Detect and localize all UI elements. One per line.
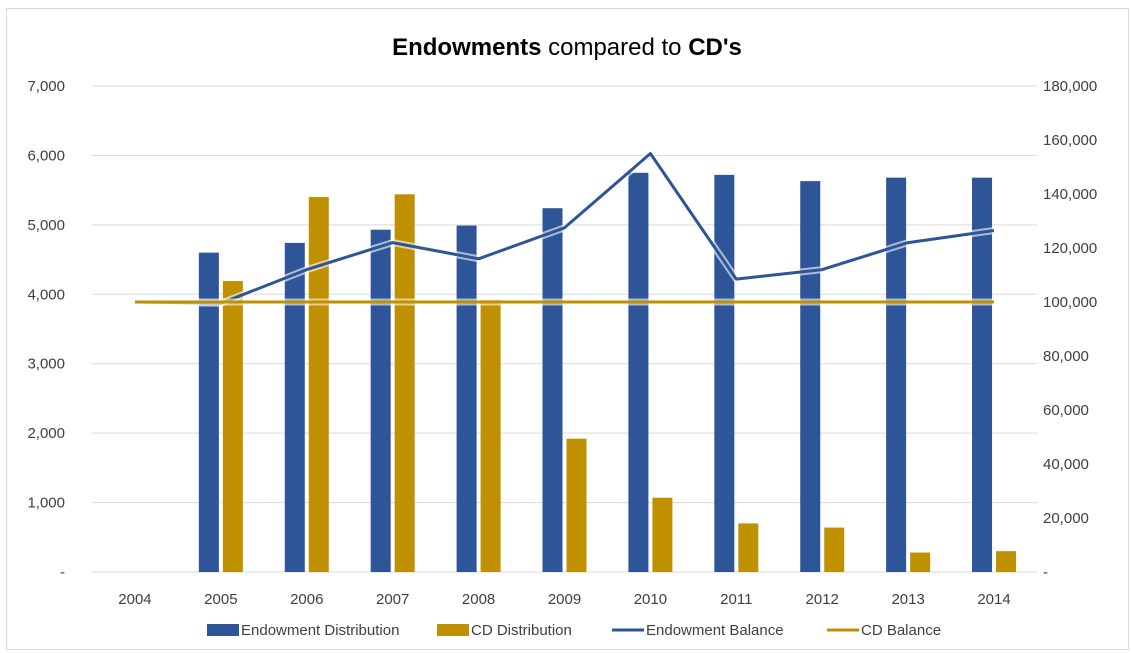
- x-tick-label: 2010: [634, 591, 667, 608]
- bar-endowment-distribution: [456, 225, 477, 572]
- bar-endowment-distribution: [198, 252, 219, 572]
- bar-cd-distribution: [394, 194, 415, 572]
- bar-cd-distribution: [566, 438, 587, 572]
- bar-endowment-distribution: [886, 177, 907, 572]
- bar-endowment-distribution: [370, 229, 391, 572]
- legend-label-endowment-balance: Endowment Balance: [646, 622, 784, 639]
- x-tick-label: 2014: [977, 591, 1010, 608]
- bar-cd-distribution: [738, 523, 759, 572]
- x-tick-label: 2012: [806, 591, 839, 608]
- legend-label-cd-balance: CD Balance: [861, 622, 941, 639]
- bar-endowment-distribution: [800, 181, 821, 573]
- y-left-tick-label: -: [60, 564, 65, 581]
- y-right-tick-label: 180,000: [1043, 78, 1097, 95]
- y-left-tick-label: 2,000: [27, 425, 65, 442]
- y-right-tick-label: 120,000: [1043, 240, 1097, 257]
- x-tick-label: 2004: [118, 591, 151, 608]
- bar-endowment-distribution: [542, 208, 563, 573]
- bar-endowment-distribution: [714, 174, 735, 572]
- bar-endowment-distribution: [628, 172, 649, 573]
- bar-cd-distribution: [308, 197, 329, 573]
- y-right-tick-label: 60,000: [1043, 402, 1089, 419]
- legend-swatch-endowment-distribution: [207, 624, 239, 636]
- chart-title-part2: compared to: [541, 34, 688, 61]
- lines: [134, 150, 995, 307]
- y-left-tick-label: 4,000: [27, 286, 65, 303]
- y-left-tick-label: 5,000: [27, 217, 65, 234]
- chart-title-part1: Endowments: [392, 34, 541, 61]
- y-axis-right: - 20,000 40,000 60,000 80,000 100,000 120,000 1…: [1043, 78, 1097, 581]
- y-axis-left: - 1,000 2,000 3,000 4,000 5,000 6,000 7,000: [27, 78, 65, 581]
- bar-cd-distribution: [222, 281, 243, 572]
- y-left-tick-label: 1,000: [27, 495, 65, 512]
- bar-cd-distribution: [910, 552, 931, 572]
- line-endowment-balance: [134, 152, 995, 305]
- y-right-tick-label: 40,000: [1043, 456, 1089, 473]
- chart-frame: Endowments compared to CD's - 1,000 2,000 3…: [6, 8, 1129, 650]
- x-tick-label: 2013: [891, 591, 924, 608]
- chart-title: Endowments compared to CD's: [392, 34, 742, 61]
- chart-title-part3: CD's: [688, 34, 742, 61]
- x-tick-label: 2011: [720, 591, 752, 608]
- y-right-tick-label: 80,000: [1043, 348, 1089, 365]
- bar-endowment-distribution: [284, 242, 305, 572]
- y-right-tick-label: 160,000: [1043, 132, 1097, 149]
- y-left-tick-label: 7,000: [27, 78, 65, 95]
- legend-swatch-cd-distribution: [437, 624, 469, 636]
- x-tick-label: 2009: [548, 591, 581, 608]
- legend-label-cd-distribution: CD Distribution: [471, 622, 572, 639]
- y-left-tick-label: 3,000: [27, 356, 65, 373]
- y-right-tick-label: 140,000: [1043, 186, 1097, 203]
- x-axis: 2004 2005 2006 2007 2008 2009 2010 2011 2012 2013…: [118, 591, 1010, 608]
- bar-cd-distribution: [652, 497, 673, 572]
- bars: [198, 172, 1017, 573]
- bar-cd-distribution: [480, 299, 501, 572]
- y-right-tick-label: 100,000: [1043, 294, 1097, 311]
- x-tick-label: 2007: [376, 591, 409, 608]
- x-tick-label: 2008: [462, 591, 495, 608]
- x-tick-label: 2006: [290, 591, 323, 608]
- y-right-tick-label: 20,000: [1043, 510, 1089, 527]
- y-left-tick-label: 6,000: [27, 147, 65, 164]
- legend: Endowment Distribution CD Distribution End…: [207, 622, 941, 639]
- x-tick-label: 2005: [204, 591, 237, 608]
- bar-endowment-distribution: [972, 177, 993, 572]
- y-right-tick-label: -: [1043, 564, 1048, 581]
- bar-cd-distribution: [996, 551, 1017, 572]
- legend-label-endowment-distribution: Endowment Distribution: [241, 622, 399, 639]
- bar-cd-distribution: [824, 527, 845, 572]
- chart-canvas: Endowments compared to CD's - 1,000 2,000 3…: [27, 34, 1097, 639]
